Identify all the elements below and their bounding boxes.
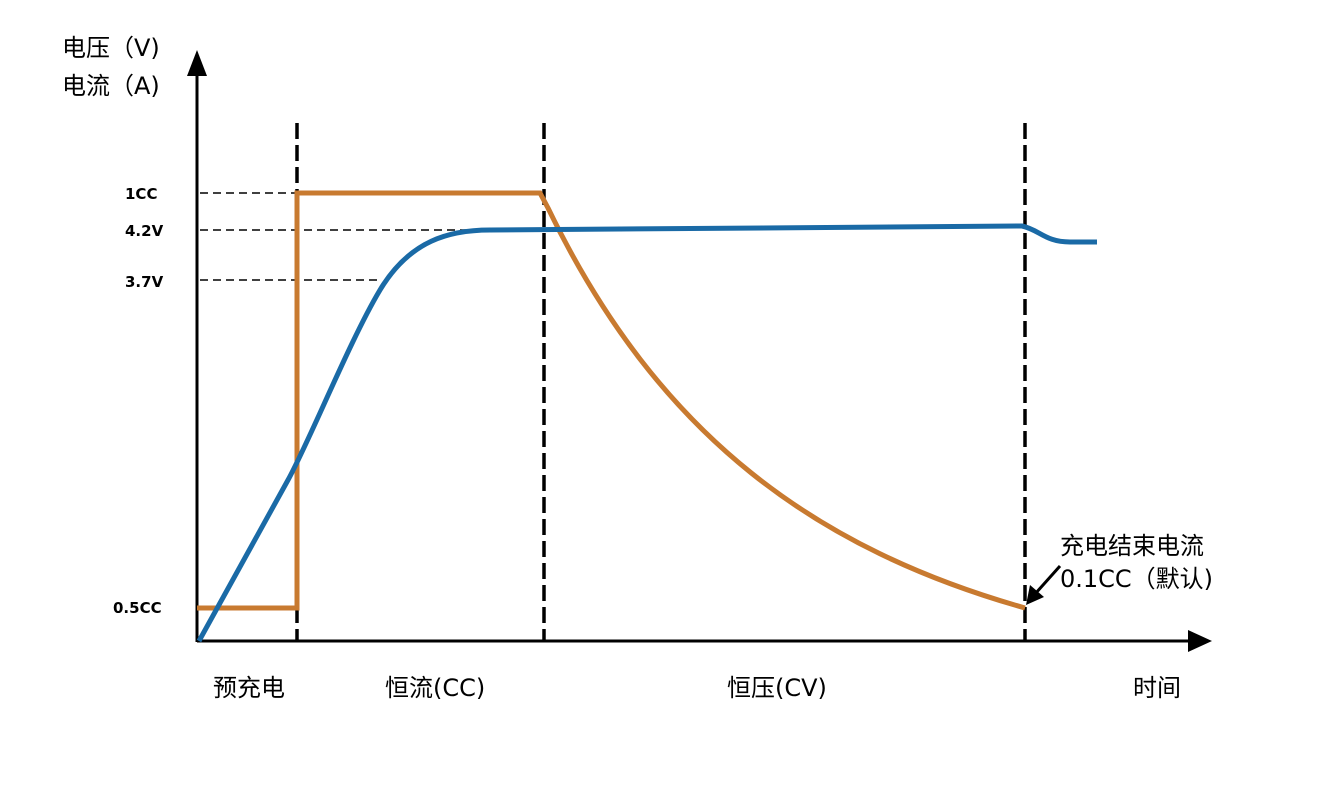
annotation-arrow (1033, 565, 1062, 595)
phase-label-cc: 恒流(CC) (385, 674, 485, 702)
tick-label-3.7v: 3.7V (125, 273, 164, 291)
tick-label-0.5cc: 0.5CC (113, 599, 162, 617)
tick-label-4.2v: 4.2V (125, 222, 164, 240)
tick-label-1cc: 1CC (125, 185, 157, 203)
annotation-label-line1: 充电结束电流 (1060, 532, 1204, 560)
x-axis-arrow-icon (1188, 630, 1212, 652)
annotation-label-line2: 0.1CC（默认) (1060, 565, 1213, 593)
phase-label-cv: 恒压(CV) (727, 674, 827, 702)
annotation-arrow-head-icon (1026, 585, 1044, 605)
x-axis-label: 时间 (1133, 674, 1181, 702)
voltage-curve (196, 223, 1097, 643)
y-axis-arrow-icon (187, 50, 207, 76)
phase-label-precharge: 预充电 (213, 674, 285, 702)
current-curve (197, 190, 1026, 611)
y-axis-label-voltage: 电压（V) (62, 34, 160, 62)
y-axis-label-current: 电流（A) (62, 72, 160, 100)
